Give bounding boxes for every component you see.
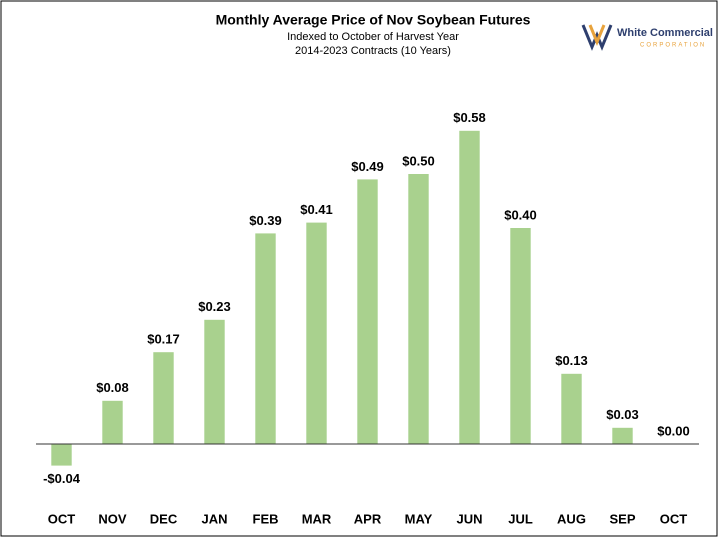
- logo-name: White Commercial: [617, 27, 713, 39]
- bar: [561, 373, 582, 444]
- bar: [153, 352, 174, 444]
- x-tick-label: JUN: [456, 511, 482, 526]
- data-label: $0.13: [555, 353, 588, 368]
- data-label: $0.58: [453, 110, 486, 125]
- x-tick-label: MAY: [405, 511, 433, 526]
- data-label: -$0.04: [43, 471, 81, 486]
- x-tick-label: OCT: [660, 511, 688, 526]
- bar: [102, 400, 123, 444]
- chart-subtitle: Indexed to October of Harvest Year: [287, 31, 459, 43]
- logo-mark: [588, 24, 606, 46]
- data-label: $0.39: [249, 213, 282, 228]
- x-tick-label: APR: [354, 511, 382, 526]
- x-tick-label: DEC: [150, 511, 178, 526]
- bar: [612, 427, 633, 444]
- data-label: $0.03: [606, 407, 639, 422]
- data-label: $0.41: [300, 202, 333, 217]
- bar: [357, 179, 378, 444]
- x-tick-label: MAR: [302, 511, 332, 526]
- x-tick-label: OCT: [48, 511, 76, 526]
- data-label: $0.17: [147, 332, 180, 347]
- bar: [255, 233, 276, 444]
- logo-tagline: CORPORATION: [640, 43, 706, 49]
- chart-title: Monthly Average Price of Nov Soybean Fut…: [216, 12, 531, 28]
- x-tick-label: JAN: [201, 511, 227, 526]
- data-label: $0.08: [96, 380, 129, 395]
- x-tick-label: SEP: [609, 511, 635, 526]
- bar: [204, 319, 225, 444]
- data-label: $0.40: [504, 207, 537, 222]
- bar: [408, 174, 429, 444]
- data-label: $0.50: [402, 153, 435, 168]
- logo: White Commercial CORPORATION: [581, 24, 713, 51]
- logo-mark: [581, 24, 613, 51]
- x-tick-label: JUL: [508, 511, 533, 526]
- bar: [306, 222, 327, 444]
- x-tick-label: FEB: [253, 511, 279, 526]
- bar: [459, 130, 480, 445]
- x-tick-label: AUG: [557, 511, 586, 526]
- data-label: $0.23: [198, 299, 231, 314]
- data-label: $0.00: [657, 423, 690, 438]
- chart-subtitle: 2014-2023 Contracts (10 Years): [295, 45, 451, 57]
- bar: [510, 228, 531, 444]
- bar: [51, 444, 72, 466]
- data-label: $0.49: [351, 159, 384, 174]
- x-tick-label: NOV: [98, 511, 127, 526]
